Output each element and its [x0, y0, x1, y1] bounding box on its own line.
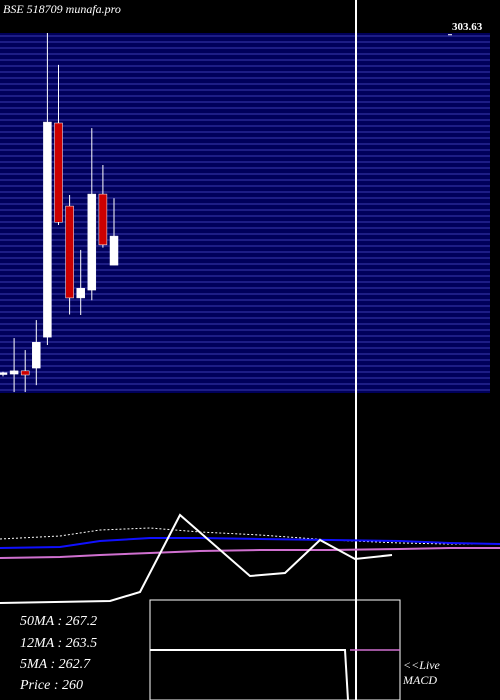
indicator-line: [0, 513, 393, 604]
candle-body: [9, 370, 19, 375]
macd-label: MACD: [402, 673, 437, 687]
ma-label: 12MA : 263.5: [20, 636, 97, 651]
price-label: Price : 260: [19, 678, 83, 693]
ma-label: 50MA : 267.2: [20, 614, 97, 629]
ma-line: [0, 527, 500, 545]
chart-title: BSE 518709 munafa.pro: [3, 2, 121, 16]
plot-area: [0, 33, 490, 393]
grid: [0, 35, 490, 391]
candle-body: [98, 193, 108, 246]
candle-body: [43, 121, 52, 338]
live-label: <<Live: [403, 658, 441, 672]
candle-body: [65, 205, 74, 299]
candle-body: [0, 372, 8, 375]
candle-body: [32, 341, 41, 369]
candle-body: [54, 122, 63, 223]
candle-body: [76, 287, 85, 299]
y-tick-label: 303.63: [452, 21, 483, 33]
ma-line: [0, 547, 500, 559]
ma-line: [0, 537, 500, 549]
ma-label: 5MA : 262.7: [20, 657, 91, 672]
candle-body: [109, 235, 119, 266]
candle-body: [87, 193, 97, 291]
macd-line: [150, 649, 349, 700]
candle-body: [20, 370, 30, 376]
